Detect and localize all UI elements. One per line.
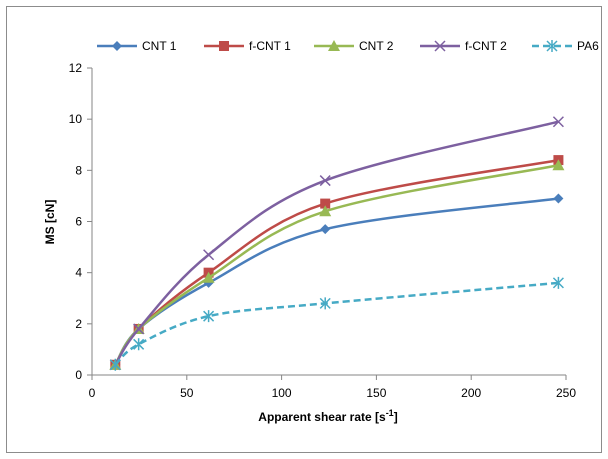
legend-label: f-CNT 2 bbox=[465, 39, 507, 53]
legend-label: CNT 1 bbox=[142, 39, 177, 53]
x-tick-label: 100 bbox=[272, 386, 292, 400]
x-axis-title-main: Apparent shear rate [s bbox=[258, 410, 386, 424]
x-tick-label: 50 bbox=[180, 386, 194, 400]
legend-entry: f-CNT 2 bbox=[420, 39, 507, 53]
legend: CNT 1 f-CNT 1 CNT 2 f-CNT 2 PA6 bbox=[97, 39, 599, 53]
data-point bbox=[204, 250, 214, 260]
legend-label: CNT 2 bbox=[359, 39, 394, 53]
y-tick-label: 6 bbox=[75, 215, 82, 229]
series-line bbox=[115, 198, 558, 364]
legend-marker bbox=[219, 41, 229, 51]
y-tick-label: 8 bbox=[75, 163, 82, 177]
series-f-cnt-2 bbox=[110, 117, 563, 370]
legend-label: PA6 bbox=[577, 39, 599, 53]
y-tick-label: 2 bbox=[75, 317, 82, 331]
y-tick-label: 0 bbox=[75, 368, 82, 382]
legend-marker bbox=[112, 41, 122, 51]
data-point bbox=[134, 338, 144, 350]
x-axis-title-end: ] bbox=[394, 410, 398, 424]
legend-entry: f-CNT 1 bbox=[204, 39, 291, 53]
x-tick-label: 0 bbox=[89, 386, 96, 400]
data-point bbox=[553, 193, 563, 203]
x-tick-label: 150 bbox=[366, 386, 386, 400]
legend-entry: CNT 2 bbox=[314, 39, 394, 53]
x-tick-label: 200 bbox=[461, 386, 481, 400]
series-line bbox=[115, 122, 558, 365]
y-tick-label: 12 bbox=[69, 61, 83, 75]
y-tick-label: 4 bbox=[75, 266, 82, 280]
series-layer bbox=[109, 117, 564, 371]
legend-label: f-CNT 1 bbox=[249, 39, 291, 53]
legend-entry: PA6 bbox=[532, 39, 599, 53]
y-tick-label: 10 bbox=[69, 112, 83, 126]
series-pa6 bbox=[110, 277, 563, 371]
x-tick-label: 250 bbox=[556, 386, 576, 400]
x-axis-title: Apparent shear rate [s-1] bbox=[258, 408, 397, 424]
series-line bbox=[115, 165, 558, 365]
y-axis-title: MS [cN] bbox=[43, 200, 57, 245]
series-f-cnt-1 bbox=[110, 155, 563, 370]
series-line bbox=[115, 160, 558, 365]
x-axis-title-sup: -1 bbox=[386, 408, 394, 418]
series-cnt-2 bbox=[109, 159, 564, 370]
data-point bbox=[320, 224, 330, 234]
legend-entry: CNT 1 bbox=[97, 39, 177, 53]
